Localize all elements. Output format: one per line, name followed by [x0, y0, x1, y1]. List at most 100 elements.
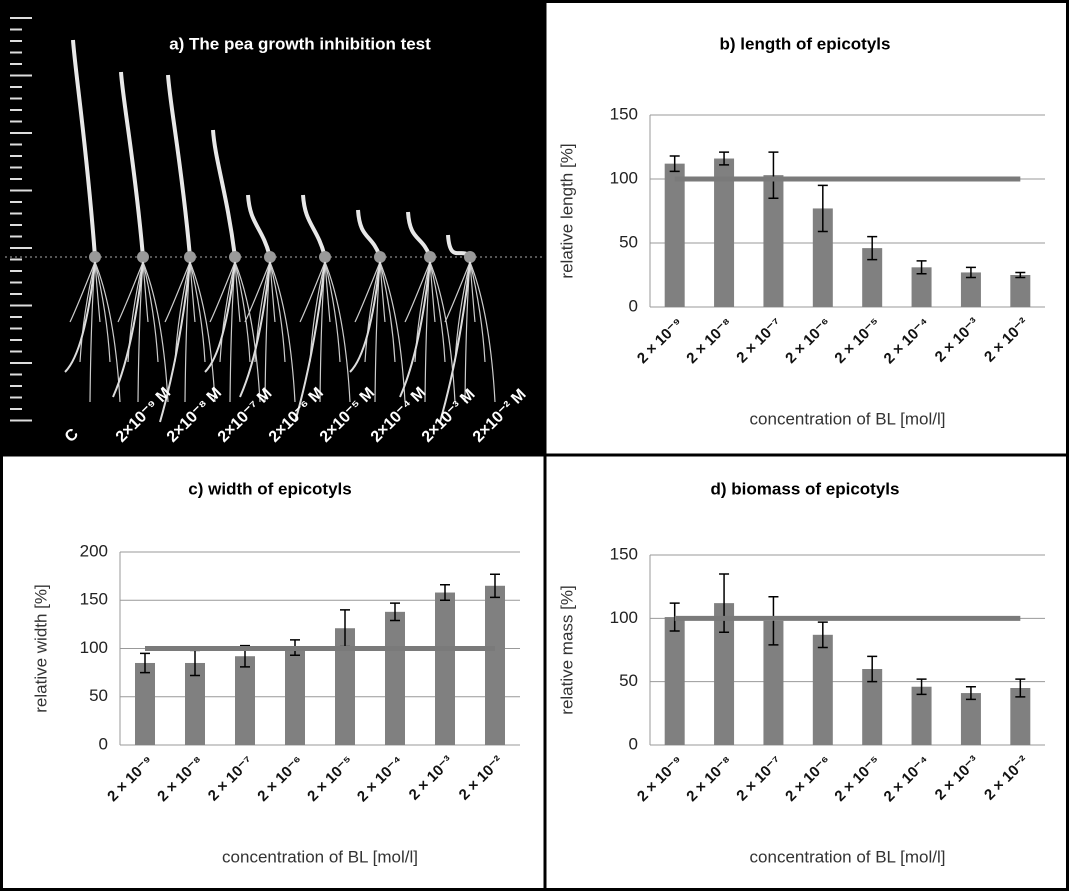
error-bar — [719, 573, 730, 634]
y-axis-label: relative width [%] — [31, 584, 50, 713]
x-tick-label: 2 × 10⁻⁴ — [354, 753, 407, 806]
x-tick-label: 2 × 10⁻³ — [932, 315, 983, 366]
x-tick-label: 2 × 10⁻⁸ — [683, 315, 735, 367]
root — [379, 261, 396, 363]
x-axis-label: concentration of BL [mol/l] — [222, 847, 418, 866]
error-bar — [916, 260, 927, 275]
x-tick-label: 2 × 10⁻² — [981, 315, 1032, 366]
x-tick-label: 2 × 10⁻⁶ — [782, 315, 834, 367]
error-bar — [768, 596, 779, 646]
chart-title: d) biomass of epicotyls — [711, 479, 900, 498]
root — [324, 261, 341, 363]
error-bar — [1015, 678, 1026, 698]
seed — [137, 251, 149, 263]
y-tick-label: 0 — [629, 296, 638, 315]
root — [469, 261, 486, 363]
stem — [166, 74, 192, 258]
x-tick-label: 2 × 10⁻⁷ — [205, 753, 257, 805]
seed — [264, 251, 276, 263]
bar — [664, 163, 685, 307]
root — [189, 261, 206, 363]
bar — [911, 267, 932, 307]
root — [234, 261, 251, 363]
root — [164, 261, 191, 323]
bar — [960, 693, 981, 745]
root — [79, 261, 96, 363]
bar — [812, 208, 833, 307]
y-tick-label: 0 — [99, 734, 108, 753]
error-bar — [719, 151, 730, 166]
y-axis-label: relative length [%] — [557, 143, 576, 278]
root — [404, 261, 431, 323]
y-tick-label: 200 — [80, 541, 108, 560]
root — [324, 261, 331, 323]
root — [234, 261, 261, 403]
error-bar — [440, 584, 450, 601]
root — [189, 261, 196, 323]
seed — [424, 251, 436, 263]
bar — [1010, 688, 1031, 745]
stem — [119, 71, 145, 258]
bar — [285, 647, 305, 745]
error-bar — [867, 655, 878, 683]
root — [94, 261, 101, 323]
seed — [184, 251, 196, 263]
x-axis-label: concentration of BL [mol/l] — [750, 847, 946, 866]
root — [269, 261, 286, 363]
bar — [763, 620, 784, 745]
error-bar — [1015, 271, 1026, 279]
y-tick-label: 100 — [610, 168, 638, 187]
bar — [185, 662, 205, 745]
root — [429, 261, 436, 323]
bar — [911, 686, 932, 745]
x-tick-label: 2 × 10⁻³ — [932, 753, 983, 804]
root — [219, 261, 236, 363]
error-bar — [817, 184, 828, 233]
root — [354, 261, 381, 323]
bar — [435, 592, 455, 745]
main-root — [204, 261, 236, 373]
y-tick-label: 50 — [89, 686, 108, 705]
bar — [135, 662, 155, 745]
root — [469, 261, 496, 403]
y-tick-label: 50 — [619, 232, 638, 251]
seed — [229, 251, 241, 263]
y-tick-label: 100 — [80, 638, 108, 657]
root — [117, 261, 144, 323]
seed — [464, 251, 476, 263]
error-bar — [140, 652, 150, 674]
root — [142, 261, 169, 403]
bar — [862, 248, 883, 307]
x-tick-label: 2 × 10⁻⁷ — [733, 753, 785, 805]
y-axis-label: relative mass [%] — [557, 585, 576, 714]
error-bar — [768, 151, 779, 199]
y-tick-label: 0 — [629, 734, 638, 753]
error-bar — [867, 235, 878, 261]
root — [189, 261, 216, 403]
root — [429, 261, 456, 403]
seed — [374, 251, 386, 263]
error-bar — [669, 155, 680, 173]
error-bar — [490, 573, 500, 599]
x-tick-label: 2 × 10⁻⁹ — [634, 315, 686, 367]
main-root — [239, 261, 271, 398]
bar — [664, 617, 685, 745]
root — [69, 261, 96, 323]
x-tick-label: 2 × 10⁻³ — [406, 753, 457, 804]
root — [269, 261, 296, 403]
x-tick-label: 2 × 10⁻⁵ — [831, 315, 883, 367]
bar — [763, 175, 784, 307]
error-bar — [817, 621, 828, 649]
root — [469, 261, 476, 323]
bar — [812, 634, 833, 745]
bar — [960, 272, 981, 307]
main-root — [399, 261, 431, 398]
stem — [356, 209, 382, 258]
x-tick-label: 2 × 10⁻⁵ — [304, 753, 356, 805]
y-tick-label: 50 — [619, 671, 638, 690]
stem — [246, 194, 272, 258]
y-tick-label: 150 — [610, 544, 638, 563]
error-bar — [965, 685, 976, 701]
root — [142, 261, 159, 363]
